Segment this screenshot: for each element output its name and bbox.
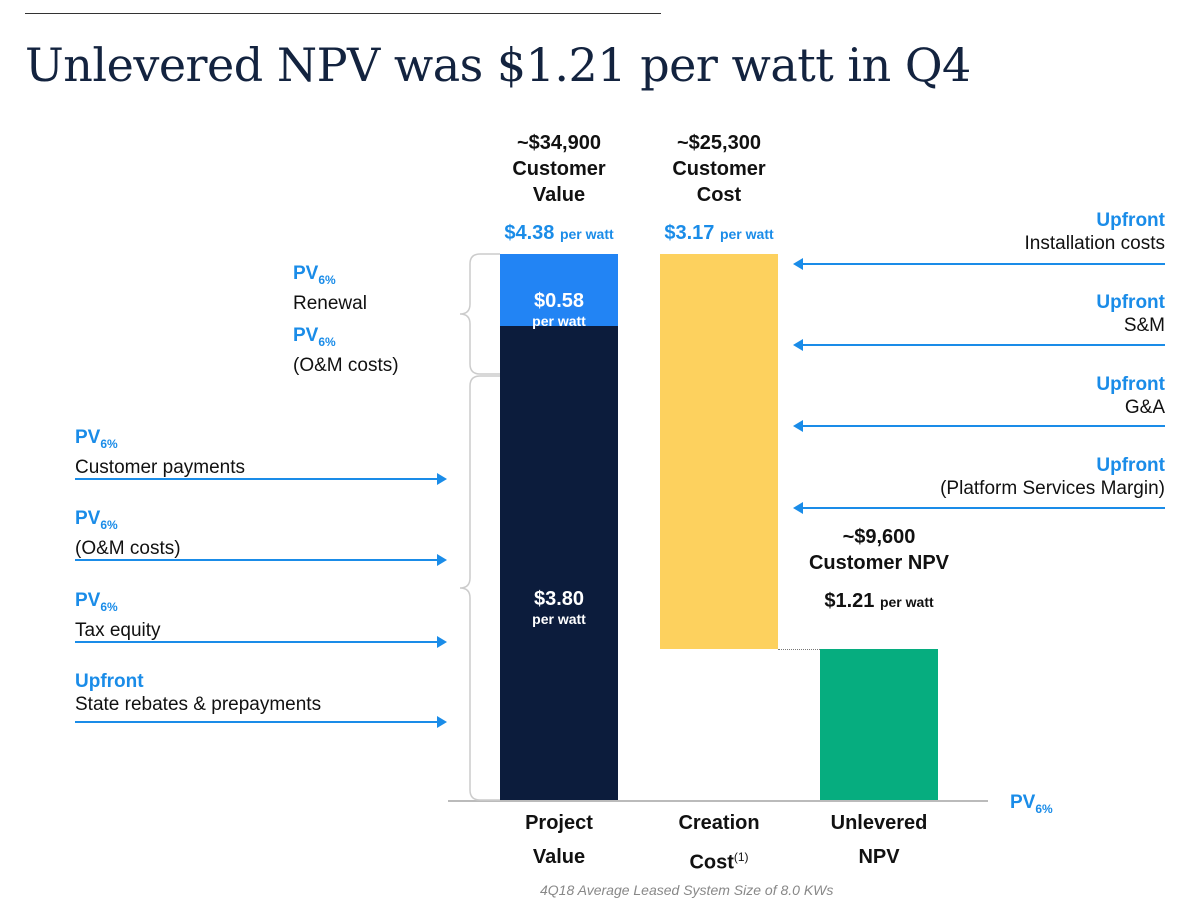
arrow-right-icon [75,554,447,566]
page-title: Unlevered NPV was $1.21 per watt in Q4 [25,38,971,92]
connector-line [778,649,820,651]
renewal-label: PV6% Renewal [293,263,367,314]
arrow-right-icon [75,473,447,485]
renewal-segment-label: $0.58 per watt [532,290,586,329]
category-project-value: Project Value [525,812,593,868]
arrow-left-icon [793,339,1165,351]
header-line: Cost [696,184,742,206]
left-label-customer-payments: PV6% Customer payments [75,427,246,478]
bar-creation-cost [660,254,778,650]
right-label-ga: Upfront G&A [1096,374,1165,418]
customer-cost-header: ~$25,300 Customer Cost [639,130,799,208]
left-label-tax-equity: PV6% Tax equity [75,590,161,641]
right-label-sm: Upfront S&M [1096,292,1165,336]
customer-value-header: ~$34,900 Customer Value [479,130,639,208]
right-label-platform: Upfront (Platform Services Margin) [940,455,1165,499]
header-line: Customer NPV [808,552,950,574]
arrow-right-icon [75,636,447,648]
left-label-state-rebates: Upfront State rebates & prepayments [75,671,322,715]
arrow-left-icon [793,420,1165,432]
bar-project-value-base [500,326,618,800]
footnote: 4Q18 Average Leased System Size of 8.0 K… [540,882,834,898]
renewal-brace [459,253,500,375]
header-amount: ~$34,900 [517,132,601,154]
category-creation-cost: Creation Cost(1) [678,812,760,874]
category-unlevered-npv: Unlevered NPV [830,812,928,868]
bar-project-value-renewal [500,254,618,327]
arrow-left-icon [793,502,1165,514]
project-total-label: $4.38 per watt [504,222,614,244]
top-rule [25,13,661,14]
bar-unlevered-npv [820,649,938,800]
header-line: Value [532,184,586,206]
header-line: Customer [512,158,606,180]
header-amount: ~$25,300 [677,132,761,154]
arrow-left-icon [793,258,1165,270]
header-amount: ~$9,600 [842,526,916,548]
arrow-right-icon [75,716,447,728]
project-brace [459,375,500,801]
right-label-installation: Upfront Installation costs [1024,210,1165,254]
baseline-axis [448,800,988,802]
npv-label: $1.21 per watt [824,590,934,612]
customer-npv-header: ~$9,600 Customer NPV [779,524,979,576]
axis-pv-label: PV6% [1010,792,1053,816]
left-label-om-costs: PV6% (O&M costs) [75,508,181,559]
renewal-om-label: PV6% (O&M costs) [293,325,399,376]
header-line: Customer [672,158,766,180]
creation-cost-label: $3.17 per watt [664,222,774,244]
base-segment-label: $3.80 per watt [532,588,586,628]
brace-lines [459,253,500,801]
